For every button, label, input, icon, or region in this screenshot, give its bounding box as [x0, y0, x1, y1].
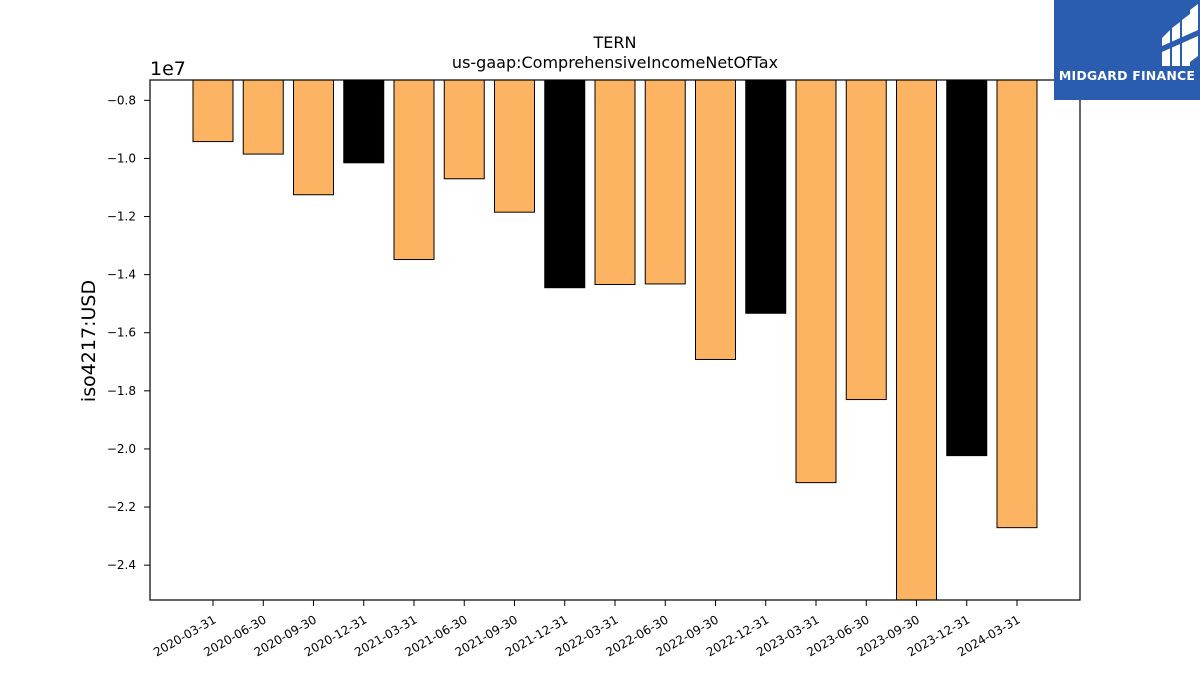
y-tick-label: −2.0: [107, 442, 136, 456]
bar-2023-12-31: [946, 79, 988, 457]
bar-2021-06-30: [443, 79, 485, 180]
logo-mark-icon: [1162, 4, 1198, 66]
y-tick-label: −1.4: [107, 268, 136, 282]
bar-2022-09-30: [695, 79, 736, 360]
y-tick-label: −1.0: [107, 151, 136, 165]
bar-2021-09-30: [494, 79, 535, 213]
y-tick-label: −1.6: [107, 326, 136, 340]
y-tick-label: −0.8: [107, 93, 136, 107]
y-tick-label: −2.4: [107, 558, 136, 572]
y-offset-label: 1e7: [150, 58, 186, 80]
bar-2020-12-31: [343, 79, 385, 164]
bar-2020-09-30: [293, 79, 334, 196]
y-axis-label: iso4217:USD: [78, 280, 100, 402]
x-axis: 2020-03-312020-06-302020-09-302020-12-31…: [151, 600, 1023, 659]
y-tick-label: −1.8: [107, 384, 136, 398]
bar-2022-12-31: [745, 79, 787, 314]
bar-2020-06-30: [242, 79, 284, 155]
bar-2022-03-31: [594, 79, 636, 286]
chart-subtitle: us-gaap:ComprehensiveIncomeNetOfTax: [452, 53, 778, 72]
bar-2021-03-31: [393, 79, 435, 261]
bar-2023-09-30: [896, 79, 937, 601]
y-tick-label: −1.2: [107, 210, 136, 224]
bar-2020-03-31: [192, 79, 234, 143]
bar-2023-06-30: [845, 79, 887, 401]
chart-title: TERN: [593, 33, 637, 52]
plot-frame: [149, 79, 1081, 601]
bar-2022-06-30: [644, 79, 686, 285]
logo-text: MIDGARD FINANCE: [1058, 68, 1196, 83]
bars-group: [192, 79, 1038, 601]
y-tick-label: −2.2: [107, 500, 136, 514]
bar-2024-03-31: [996, 79, 1038, 529]
bar-2023-03-31: [795, 79, 837, 484]
bar-2021-12-31: [544, 79, 586, 289]
y-axis: −0.8 −1.0 −1.2 −1.4 −1.6 −1.8 −2.0 −2.2 −2.4: [107, 93, 150, 572]
brand-logo: MIDGARD FINANCE: [1054, 0, 1200, 100]
